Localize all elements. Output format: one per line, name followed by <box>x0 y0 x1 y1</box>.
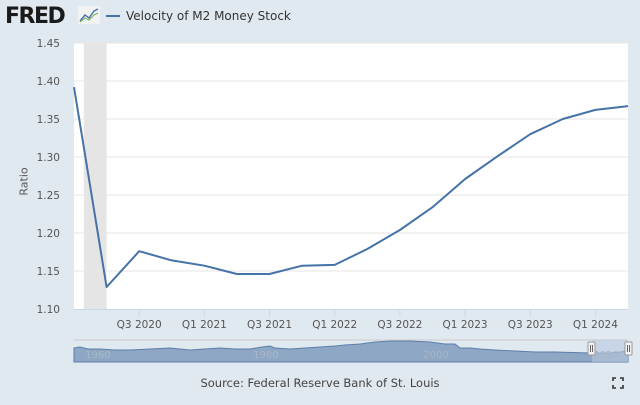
y-tick-label: 1.35 <box>37 114 60 126</box>
fred-logo[interactable]: FRED <box>5 4 66 29</box>
data-point[interactable] <box>364 246 370 252</box>
data-point[interactable] <box>136 248 142 254</box>
data-point[interactable] <box>169 257 175 263</box>
navigator-area <box>73 340 629 363</box>
y-tick-label: 1.20 <box>37 228 60 240</box>
legend-swatch <box>106 15 120 17</box>
data-point[interactable] <box>429 204 435 210</box>
data-point[interactable] <box>299 263 305 269</box>
data-point[interactable] <box>527 131 533 137</box>
y-tick-label: 1.10 <box>37 304 60 316</box>
data-point[interactable] <box>592 107 598 113</box>
x-tick-label: Q3 2020 <box>117 319 162 331</box>
y-tick-label: 1.25 <box>37 190 60 202</box>
x-tick-label: Q1 2024 <box>573 319 618 331</box>
gridlines <box>74 42 628 310</box>
x-tick-label: Q1 2022 <box>312 319 357 331</box>
navigator-handle-right[interactable] <box>624 341 633 356</box>
y-tick-label: 1.15 <box>37 266 60 278</box>
x-axis-ticks: Q3 2020 Q1 2021 Q3 2021 Q1 2022 Q3 2022 Q1 20… <box>117 309 618 331</box>
recession-band <box>83 43 107 309</box>
data-point[interactable] <box>462 176 468 182</box>
data-point[interactable] <box>560 116 566 122</box>
data-point[interactable] <box>625 103 631 109</box>
navigator-label-2020: 2020 <box>593 350 618 361</box>
x-tick-label: Q3 2021 <box>247 319 292 331</box>
navigator-label-1980: 1980 <box>253 350 278 361</box>
y-tick-label: 1.30 <box>37 152 60 164</box>
navigator-label-1960: 1960 <box>85 350 110 361</box>
line-chart-icon <box>78 6 100 24</box>
data-point[interactable] <box>71 84 77 90</box>
data-point[interactable] <box>104 284 110 290</box>
x-tick-label: Q1 2023 <box>443 319 488 331</box>
legend-label: Velocity of M2 Money Stock <box>126 9 291 23</box>
data-point[interactable] <box>234 271 240 277</box>
source-text: Source: Federal Reserve Bank of St. Loui… <box>200 376 440 390</box>
data-point[interactable] <box>332 262 338 268</box>
data-point[interactable] <box>201 263 207 269</box>
navigator[interactable]: 1960 1980 2000 2020 <box>73 339 633 363</box>
series-line[interactable] <box>73 86 629 288</box>
navigator-label-2000: 2000 <box>423 350 448 361</box>
x-tick-label: Q1 2021 <box>182 319 227 331</box>
data-point[interactable] <box>397 227 403 233</box>
y-axis-ticks: 1.10 1.15 1.20 1.25 1.30 1.35 1.40 1.45 <box>37 38 60 316</box>
data-point[interactable] <box>495 153 501 159</box>
plot-area <box>74 43 628 309</box>
navigator-selection[interactable] <box>592 340 628 362</box>
y-tick-label: 1.40 <box>37 76 60 88</box>
x-tick-label: Q3 2023 <box>508 319 553 331</box>
y-tick-label: 1.45 <box>37 38 60 50</box>
navigator-handle-left[interactable] <box>587 341 596 356</box>
legend[interactable]: Velocity of M2 Money Stock <box>106 9 291 23</box>
data-point[interactable] <box>267 271 273 277</box>
x-tick-label: Q3 2022 <box>377 319 422 331</box>
chart-header: FRED Velocity of M2 Money Stock <box>0 0 640 34</box>
fullscreen-icon[interactable] <box>612 377 624 389</box>
